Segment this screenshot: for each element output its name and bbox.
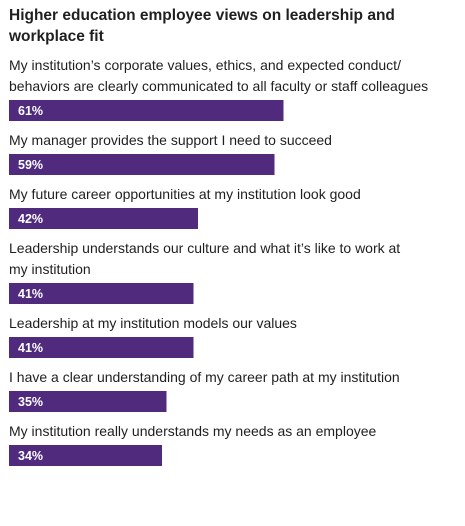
bar bbox=[9, 100, 284, 121]
chart-row: Leadership at my institution models our … bbox=[9, 315, 297, 358]
category-label: Leadership understands our culture and w… bbox=[9, 240, 400, 256]
category-label: My institution’s corporate values, ethic… bbox=[9, 57, 401, 73]
chart-title-line: workplace fit bbox=[8, 28, 104, 45]
chart-row: My institution really understands my nee… bbox=[9, 423, 377, 466]
bar bbox=[9, 337, 194, 358]
bar bbox=[9, 391, 167, 412]
bar bbox=[9, 208, 198, 229]
chart-row: My manager provides the support I need t… bbox=[9, 132, 332, 175]
category-label: behaviors are clearly communicated to al… bbox=[9, 78, 428, 94]
bar-value-label: 42% bbox=[18, 212, 43, 226]
chart-row: I have a clear understanding of my caree… bbox=[9, 369, 400, 412]
chart-rows: My institution’s corporate values, ethic… bbox=[9, 57, 428, 466]
category-label: Leadership at my institution models our … bbox=[9, 315, 297, 331]
bar bbox=[9, 154, 275, 175]
category-label: My future career opportunities at my ins… bbox=[9, 186, 361, 202]
bar-value-label: 59% bbox=[18, 158, 43, 172]
chart-title: Higher education employee views on leade… bbox=[8, 7, 395, 45]
chart-row: My future career opportunities at my ins… bbox=[9, 186, 361, 229]
bar-value-label: 61% bbox=[18, 104, 43, 118]
category-label: My institution really understands my nee… bbox=[9, 423, 377, 439]
bar bbox=[9, 283, 194, 304]
bar-value-label: 34% bbox=[18, 449, 43, 463]
bar bbox=[9, 445, 162, 466]
chart-title-line: Higher education employee views on leade… bbox=[9, 7, 395, 24]
chart-row: My institution’s corporate values, ethic… bbox=[9, 57, 428, 121]
chart-row: Leadership understands our culture and w… bbox=[9, 240, 400, 304]
bar-value-label: 41% bbox=[18, 287, 43, 301]
bar-value-label: 35% bbox=[18, 395, 43, 409]
category-label: my institution bbox=[9, 261, 91, 277]
category-label: I have a clear understanding of my caree… bbox=[9, 369, 400, 385]
bar-value-label: 41% bbox=[18, 341, 43, 355]
category-label: My manager provides the support I need t… bbox=[9, 132, 332, 148]
